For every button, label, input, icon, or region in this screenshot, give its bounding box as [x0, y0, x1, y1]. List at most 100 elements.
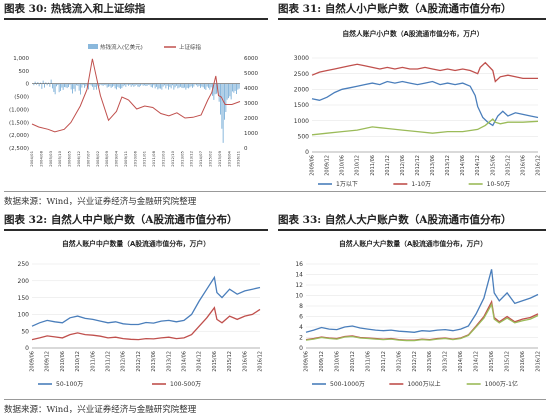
bar — [237, 83, 239, 90]
x-tick-label: 2011/06 — [370, 155, 376, 176]
bar — [33, 83, 35, 86]
x-tick-label: 2014/06 — [458, 351, 464, 372]
bar — [190, 83, 192, 87]
chart-title: 自然人账户中户数量（A股流通市值分布，万户） — [62, 239, 210, 248]
bar — [65, 83, 67, 88]
bar — [73, 83, 75, 89]
y-tick-label: 0 — [305, 149, 309, 156]
x-tick-label: 2010/12 — [350, 351, 356, 372]
x-tick-label: 2013/12 — [189, 150, 194, 166]
y-tick-label: 500 — [19, 69, 30, 75]
y-tick-label: 100 — [18, 312, 30, 319]
series-line — [311, 118, 539, 136]
bar — [232, 83, 233, 92]
y2-tick-label: 5000 — [244, 71, 258, 77]
bar — [61, 83, 63, 88]
bar — [45, 82, 47, 84]
bar — [209, 83, 211, 90]
bar — [160, 83, 161, 89]
bar — [153, 83, 155, 86]
x-tick-label: 2015/06 — [212, 351, 218, 372]
y-tick-label: 14 — [295, 272, 303, 279]
figure-32-header: 图表 32: 自然人中户账户数（A股流通市值分布） — [4, 212, 268, 231]
y-tick-label: 1500 — [294, 102, 309, 109]
chart-title: 自然人账户小户数（A股流通市值分布，万户） — [342, 29, 483, 38]
figure-33-title: 自然人大户账户数（A股流通市值分布） — [324, 214, 512, 226]
bar — [221, 83, 223, 129]
bar — [112, 83, 113, 87]
bar — [62, 83, 64, 90]
x-tick-label: 2013/12 — [166, 351, 172, 372]
bar — [204, 83, 205, 89]
bar — [126, 83, 128, 85]
x-tick-label: 2010/06 — [132, 150, 137, 166]
y2-tick-label: 3000 — [244, 101, 258, 107]
x-tick-label: 2004/08 — [38, 150, 43, 166]
y-tick-label: 6 — [299, 314, 303, 321]
bar — [100, 83, 101, 85]
x-tick-label: 2012/03 — [161, 150, 166, 166]
bar — [94, 83, 96, 88]
bar — [192, 83, 193, 88]
y-tick-label: (1,500) — [9, 120, 29, 126]
x-tick-label: 2013/06 — [430, 155, 436, 176]
figure-31-header: 图表 31: 自然人小户账户数（A股流通市值分布） — [278, 1, 546, 20]
bar — [173, 83, 175, 90]
y-tick-label: (2,500) — [9, 146, 29, 152]
x-tick-label: 2013/12 — [445, 155, 451, 176]
bar — [149, 83, 151, 86]
legend-label: 1000万以上 — [407, 380, 440, 388]
small-accounts-chart: 自然人账户小户数（A股流通市值分布，万户） 3000 2500 2000 1500 100… — [294, 29, 542, 188]
bar — [78, 83, 80, 91]
x-tick-label: 2016/12 — [536, 155, 542, 176]
bar — [150, 83, 152, 88]
bar — [57, 83, 59, 85]
y-tick-label: 500 — [298, 134, 310, 141]
bar — [44, 83, 45, 88]
bar — [102, 83, 104, 86]
x-tick-label: 2010/06 — [60, 351, 66, 372]
bar — [81, 83, 83, 88]
bar — [181, 83, 183, 88]
figure-31-label: 图表 31: — [278, 3, 322, 15]
x-tick-label: 2016/11 — [236, 150, 241, 166]
bar — [206, 83, 208, 87]
legend-label: 50-100万 — [56, 381, 83, 388]
y-tick-label: (500) — [14, 95, 29, 101]
bar — [40, 82, 41, 84]
x-tick-label: 2014/12 — [474, 351, 480, 372]
bar — [49, 83, 51, 87]
figure-32-title: 自然人中户账户数（A股流通市值分布） — [50, 214, 238, 226]
bar — [185, 83, 187, 90]
bar — [236, 83, 237, 94]
bar — [76, 83, 77, 86]
bar — [166, 83, 168, 86]
bar — [92, 83, 93, 87]
bar — [213, 83, 215, 100]
y-tick-label: (2,000) — [9, 133, 29, 139]
y-tick-label: 4 — [299, 324, 303, 331]
bar — [77, 83, 79, 86]
x-tick-label: 2013/06 — [151, 351, 157, 372]
legend-label: 上证综指 — [179, 43, 202, 51]
legend-label: 1万以下 — [336, 181, 358, 188]
y2-tick-label: 1000 — [244, 131, 258, 137]
bar — [196, 83, 197, 86]
bar — [58, 83, 60, 93]
series-line — [31, 306, 261, 341]
bar — [200, 83, 201, 88]
legend-label: 10-50万 — [487, 181, 510, 188]
bar — [229, 83, 231, 97]
bar — [42, 80, 44, 84]
bar — [172, 83, 173, 86]
y-tick-label: 0 — [299, 345, 303, 352]
bar — [142, 83, 144, 86]
x-tick-label: 2014/12 — [475, 155, 481, 176]
bar — [202, 83, 204, 88]
bar — [152, 83, 153, 88]
x-tick-label: 2010/12 — [355, 155, 361, 176]
figure-33-header: 图表 33: 自然人大户账户数（A股流通市值分布） — [278, 212, 546, 231]
large-accounts-chart: 自然人账户大户数量（A股流通市值分布，万户）16141210864202009/… — [295, 239, 541, 388]
bar — [64, 83, 65, 88]
bar — [68, 83, 69, 88]
